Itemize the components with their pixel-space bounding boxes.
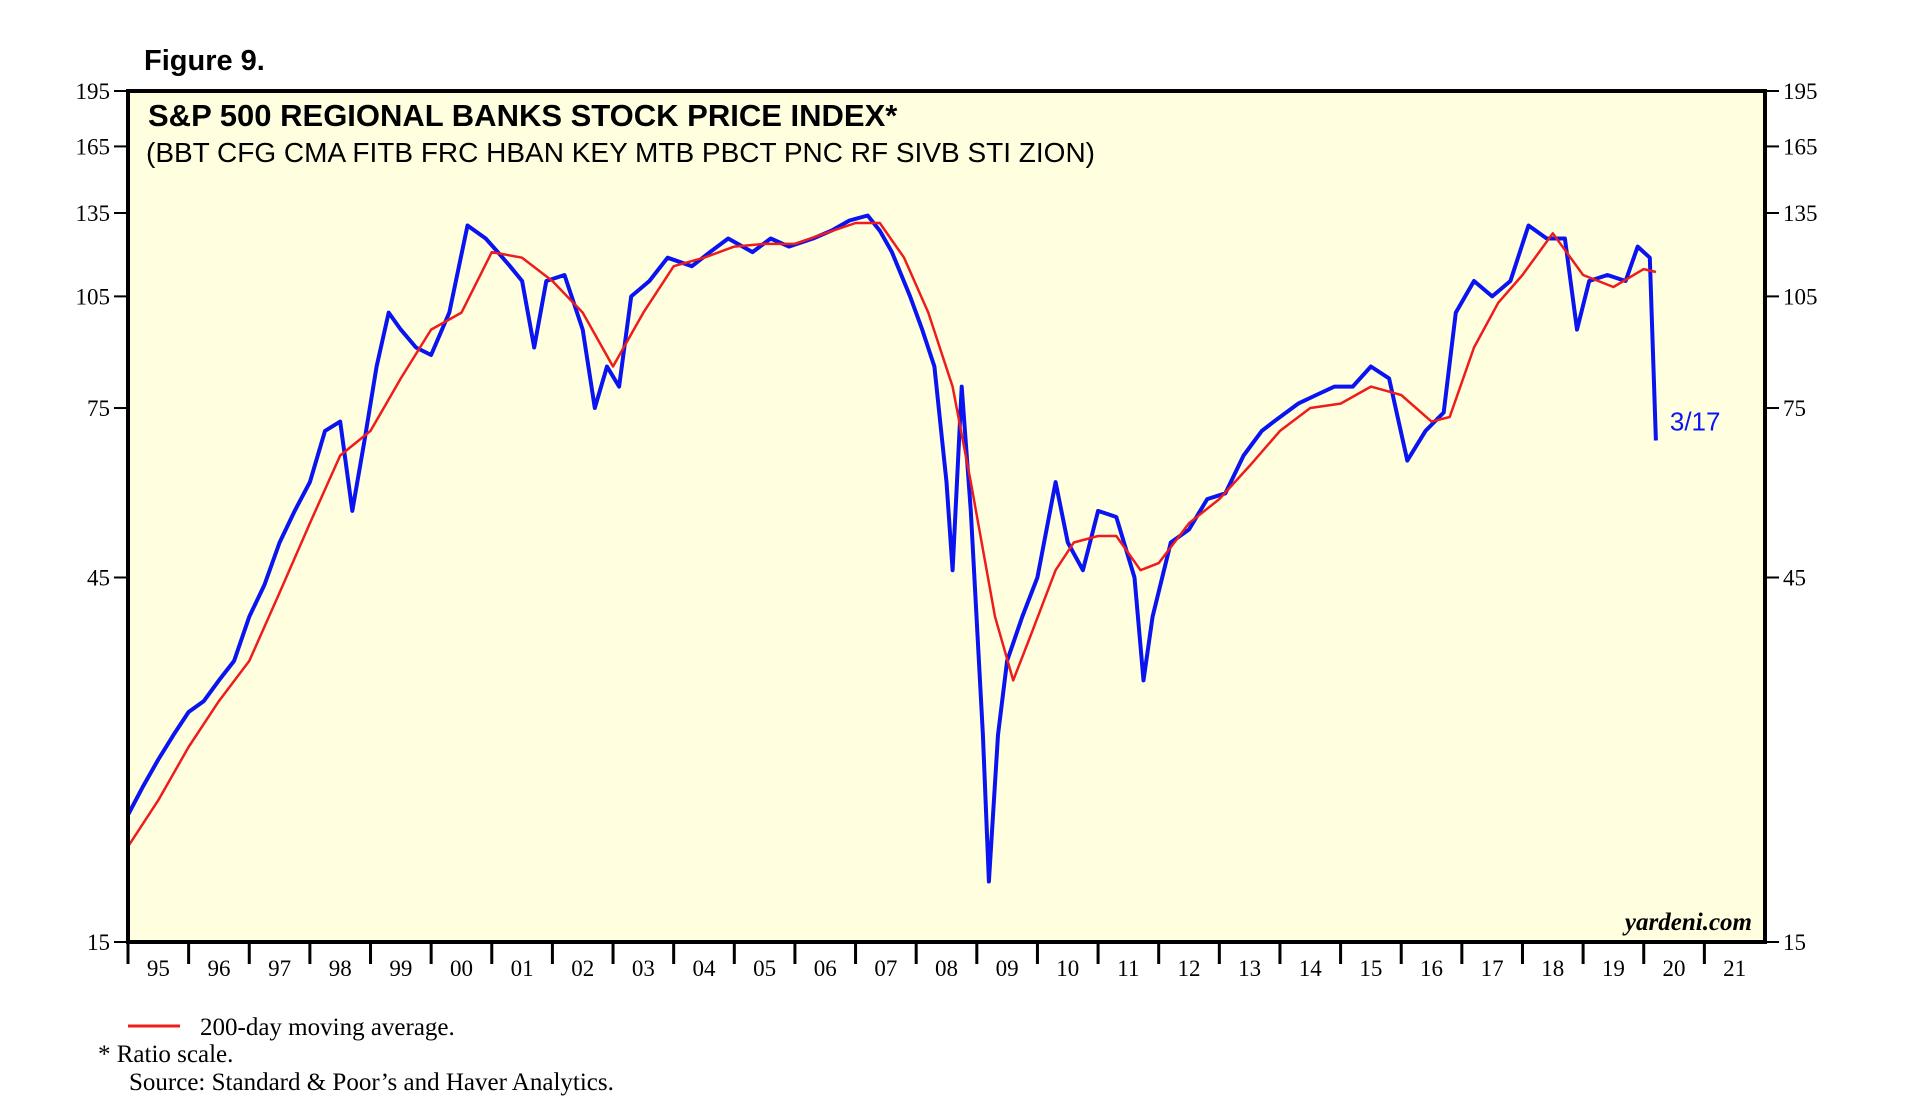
y2-tick-label: 75 [1783, 396, 1806, 421]
x-tick-label: 06 [814, 956, 837, 981]
y-tick-label: 135 [76, 201, 111, 226]
series-line [126, 213, 1658, 884]
x-tick-label: 99 [389, 956, 412, 981]
x-tick-label: 12 [1178, 956, 1201, 981]
watermark: yardeni.com [1622, 909, 1752, 936]
x-tick-label: 21 [1723, 956, 1746, 981]
x-tick-label: 01 [511, 956, 534, 981]
plot-frame [126, 89, 1767, 944]
x-tick-label: 13 [1238, 956, 1261, 981]
x-tick-label: 16 [1420, 956, 1443, 981]
x-tick-label: 08 [935, 956, 958, 981]
x-tick-label: 97 [268, 956, 291, 981]
x-tick-label: 09 [996, 956, 1019, 981]
x-tick-label: 18 [1541, 956, 1564, 981]
y2-tick-label: 15 [1783, 930, 1806, 955]
footnote: * Ratio scale. [98, 1041, 233, 1068]
annotation: 3/17 [1670, 407, 1721, 437]
y2-tick-label: 105 [1783, 284, 1818, 309]
y-tick-label: 75 [87, 396, 110, 421]
x-tick-label: 10 [1056, 956, 1079, 981]
x-tick-label: 17 [1481, 956, 1504, 981]
y2-tick-label: 195 [1783, 79, 1818, 104]
source-note: Source: Standard & Poor’s and Haver Anal… [129, 1069, 614, 1096]
y-tick-label: 105 [76, 284, 111, 309]
legend-label: 200-day moving average. [200, 1014, 455, 1041]
x-tick-label: 14 [1299, 956, 1323, 981]
series-line [126, 221, 1657, 848]
x-tick-label: 03 [632, 956, 655, 981]
chart-title: S&P 500 REGIONAL BANKS STOCK PRICE INDEX… [148, 98, 898, 133]
x-tick-label: 20 [1663, 956, 1686, 981]
chart-subtitle: (BBT CFG CMA FITB FRC HBAN KEY MTB PBCT … [146, 137, 1095, 168]
y-tick-label: 165 [76, 134, 111, 159]
x-tick-label: 02 [571, 956, 594, 981]
x-tick-label: 98 [329, 956, 352, 981]
x-tick-label: 11 [1117, 956, 1139, 981]
x-tick-label: 15 [1359, 956, 1382, 981]
x-tick-label: 05 [753, 956, 776, 981]
figure-label: Figure 9. [144, 45, 265, 77]
x-tick-label: 19 [1602, 956, 1625, 981]
x-tick-label: 95 [147, 956, 170, 981]
y2-tick-label: 45 [1783, 566, 1806, 591]
y2-tick-label: 135 [1783, 201, 1818, 226]
x-tick-label: 00 [450, 956, 473, 981]
y-tick-label: 195 [76, 79, 111, 104]
plot-background [128, 91, 1765, 942]
y-tick-label: 15 [87, 930, 110, 955]
x-tick-label: 07 [874, 956, 897, 981]
x-tick-label: 96 [207, 956, 230, 981]
x-tick-label: 04 [692, 956, 716, 981]
plot-marks [126, 213, 1658, 884]
y2-tick-label: 165 [1783, 134, 1818, 159]
y-tick-label: 45 [87, 566, 110, 591]
